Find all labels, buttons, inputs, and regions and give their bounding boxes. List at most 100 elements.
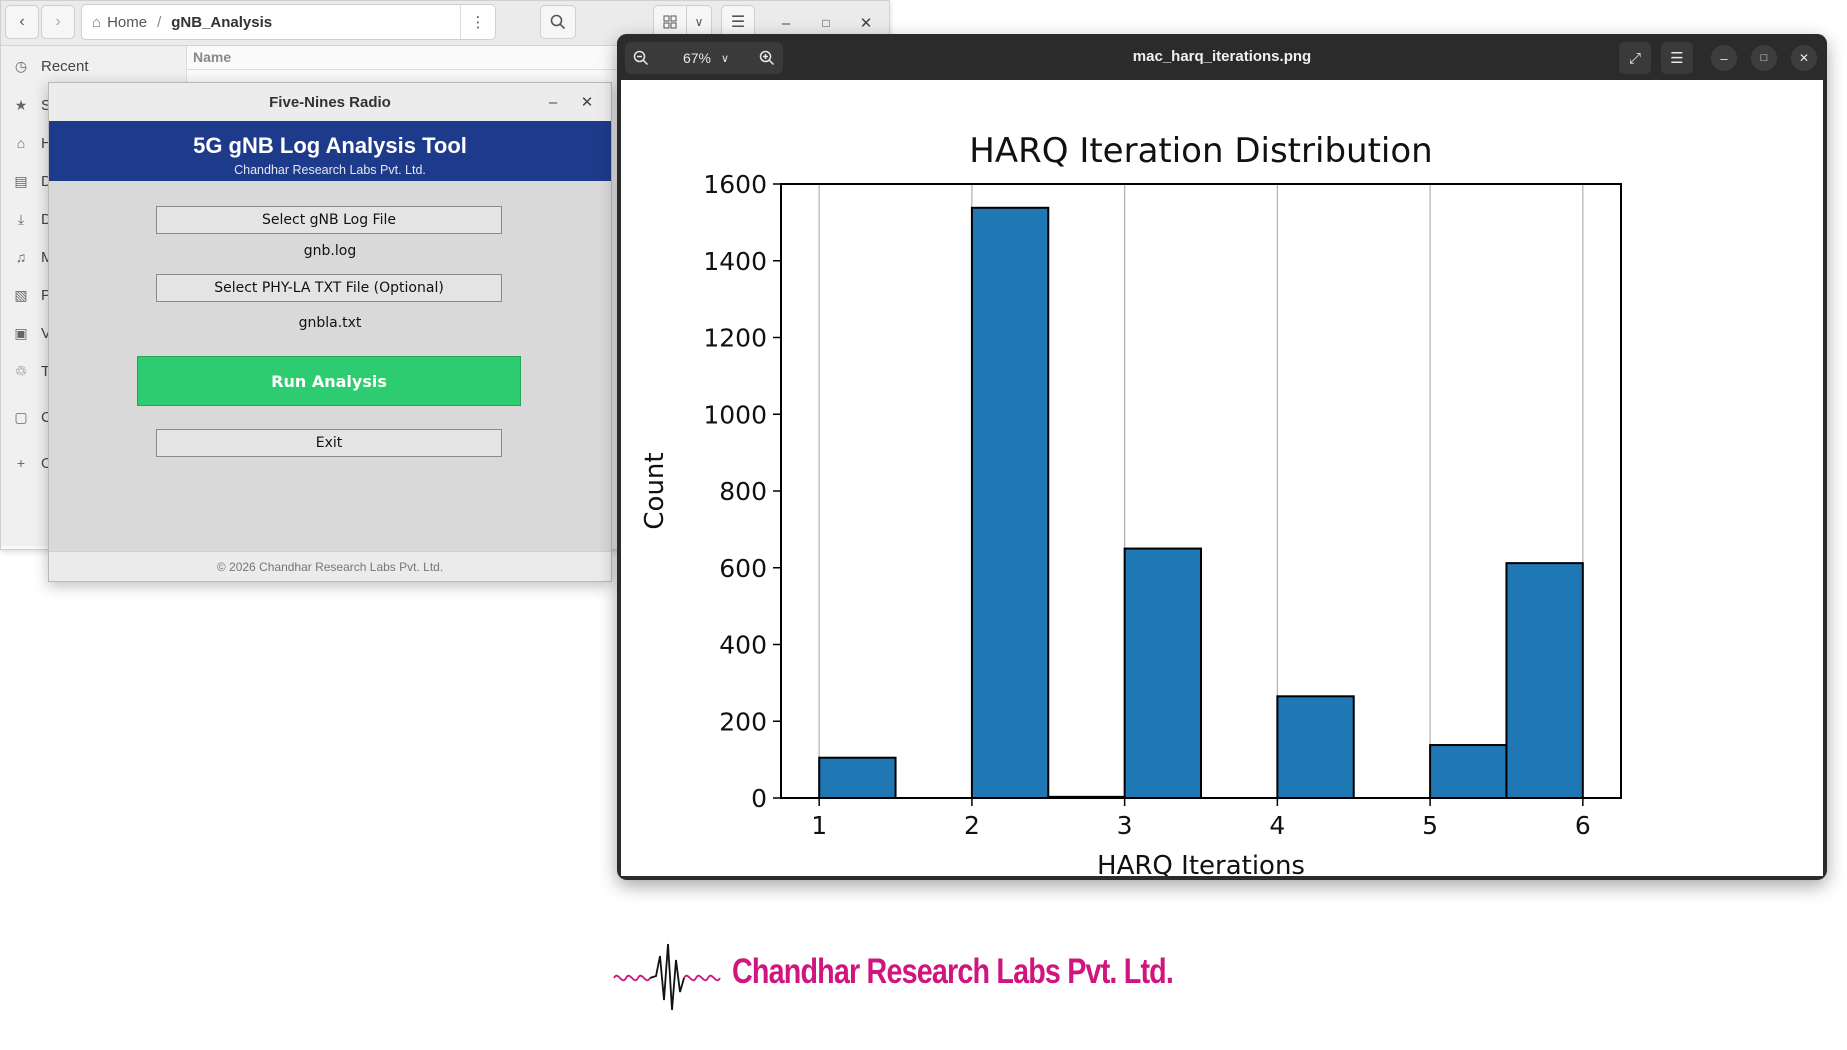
banner-title: 5G gNB Log Analysis Tool	[193, 133, 467, 158]
expand-icon: ⤢	[1628, 49, 1641, 67]
minimize-icon: –	[781, 14, 791, 32]
fm-minimize-button[interactable]: –	[772, 9, 800, 37]
list-view-icon: ☰	[730, 14, 746, 31]
harq-histogram-chart: HARQ Iteration Distribution HARQ Iterati…	[640, 131, 1622, 880]
signal-wave-icon	[613, 943, 721, 1011]
forward-button[interactable]: ›	[41, 5, 75, 39]
minimize-icon: –	[548, 93, 558, 111]
x-tick-label: 6	[1575, 811, 1591, 840]
zoom-out-icon	[633, 50, 649, 66]
chart-xlabel: HARQ Iterations	[1097, 851, 1305, 876]
histogram-bar	[1505, 562, 1584, 799]
video-icon: ▣	[14, 324, 28, 341]
histogram-bar	[970, 206, 1050, 800]
histogram-bar	[1123, 547, 1202, 799]
fm-close-button[interactable]: ✕	[852, 9, 880, 37]
home-icon: ⌂	[16, 135, 26, 151]
download-icon: ⤓	[17, 210, 25, 227]
star-icon: ★	[14, 96, 28, 113]
clock-icon: ◷	[14, 57, 28, 74]
y-tick-label: 400	[719, 631, 767, 660]
image-canvas: HARQ Iteration Distribution HARQ Iterati…	[621, 80, 1823, 880]
tool-window-title: Five-Nines Radio	[49, 83, 611, 122]
x-tick-label: 3	[1117, 811, 1133, 840]
viewer-menu-button[interactable]: ☰	[1661, 42, 1693, 74]
document-icon: ▤	[14, 172, 28, 189]
path-bar[interactable]: ⌂ Home / gNB_Analysis ⋮	[81, 4, 496, 40]
window-title-text: Five-Nines Radio	[269, 93, 391, 111]
chevron-left-icon: ‹	[19, 13, 25, 30]
histogram-bar	[818, 756, 897, 799]
column-header-name[interactable]: Name	[187, 46, 889, 70]
x-tick-label: 4	[1269, 811, 1285, 840]
breadcrumb-current[interactable]: gNB_Analysis	[171, 13, 273, 31]
y-tick-label: 1600	[703, 170, 767, 199]
music-icon: ♫	[15, 249, 27, 265]
close-icon: ✕	[580, 94, 594, 111]
histogram-bar	[1429, 744, 1508, 799]
path-menu-button[interactable]: ⋮	[460, 5, 495, 39]
select-log-button[interactable]: Select gNB Log File	[156, 206, 502, 234]
home-icon: ⌂	[92, 13, 102, 31]
viewer-header: 67% ∨ mac_harq_iterations.png ⤢ ☰ – □ ✕	[617, 34, 1827, 80]
view-options-button[interactable]: ∨	[686, 5, 712, 39]
tool-banner: 5G gNB Log Analysis Tool Chandhar Resear…	[49, 121, 611, 181]
close-icon: ✕	[859, 15, 873, 32]
fm-maximize-button[interactable]: □	[812, 9, 840, 37]
y-tick-label: 800	[719, 477, 767, 506]
x-tick-label: 5	[1422, 811, 1438, 840]
search-icon	[550, 14, 566, 30]
chart-title: HARQ Iteration Distribution	[969, 131, 1432, 171]
chart-bars	[818, 206, 1584, 800]
image-viewer-window: 67% ∨ mac_harq_iterations.png ⤢ ☰ – □ ✕ …	[617, 34, 1827, 880]
exit-button[interactable]: Exit	[156, 429, 502, 457]
breadcrumb-home[interactable]: Home	[107, 13, 148, 31]
chevron-right-icon: ›	[55, 13, 61, 30]
company-logo: Chandhar Research Labs Pvt. Ltd.	[612, 940, 1174, 1012]
hamburger-icon: ☰	[1670, 50, 1684, 67]
y-tick-label: 1400	[703, 247, 767, 276]
search-button[interactable]	[540, 5, 576, 39]
close-icon: ✕	[1798, 51, 1810, 65]
back-button[interactable]: ‹	[5, 5, 39, 39]
zoom-in-icon	[759, 50, 775, 66]
plus-icon: +	[16, 455, 26, 471]
banner-subtitle: Chandhar Research Labs Pvt. Ltd.	[234, 163, 426, 177]
run-analysis-button[interactable]: Run Analysis	[137, 356, 521, 406]
zoom-in-button[interactable]	[751, 42, 783, 74]
y-tick-label: 0	[751, 784, 767, 813]
y-tick-label: 200	[719, 707, 767, 736]
viewer-close-button[interactable]: ✕	[1791, 45, 1817, 71]
viewer-minimize-button[interactable]: –	[1711, 45, 1737, 71]
minimize-icon: –	[1720, 50, 1728, 66]
fullscreen-button[interactable]: ⤢	[1619, 42, 1651, 74]
y-tick-label: 1200	[703, 324, 767, 353]
logo-text: Chandhar Research Labs Pvt. Ltd.	[732, 952, 1174, 991]
file-manager-header: ‹ › ⌂ Home / gNB_Analysis ⋮ ∨ ☰ – □ ✕	[1, 1, 889, 46]
chart-ticks: 1 2 3 4 5 6 0 200 400 600 800 1000 1200 1400 1600	[703, 170, 1590, 840]
x-tick-label: 2	[964, 811, 980, 840]
zoom-level-value: 67%	[682, 50, 711, 66]
viewer-maximize-button[interactable]: □	[1751, 45, 1777, 71]
maximize-icon: □	[822, 16, 830, 30]
select-phy-button[interactable]: Select PHY-LA TXT File (Optional)	[156, 274, 502, 302]
chart-ylabel: Count	[640, 452, 670, 529]
y-tick-label: 600	[719, 554, 767, 583]
phy-file-label: gnbla.txt	[298, 315, 362, 331]
zoom-control	[625, 42, 783, 74]
log-file-label: gnb.log	[303, 243, 357, 259]
zoom-level-dropdown[interactable]: 67% ∨	[663, 42, 749, 74]
y-tick-label: 1000	[703, 400, 767, 429]
tool-minimize-button[interactable]: –	[539, 88, 567, 116]
tool-footer: © 2026 Chandhar Research Labs Pvt. Ltd.	[49, 551, 611, 581]
chevron-down-icon: ∨	[694, 15, 704, 29]
maximize-icon: □	[1760, 52, 1768, 64]
picture-icon: ▧	[14, 286, 28, 303]
zoom-out-button[interactable]	[625, 42, 657, 74]
trash-icon: ♲	[14, 362, 28, 379]
sidebar-item-recent[interactable]: ◷ Recent	[11, 54, 89, 78]
drive-icon: ▢	[14, 408, 28, 425]
chevron-down-icon: ∨	[720, 52, 730, 65]
grid-view-icon	[663, 15, 677, 29]
tool-close-button[interactable]: ✕	[573, 88, 601, 116]
